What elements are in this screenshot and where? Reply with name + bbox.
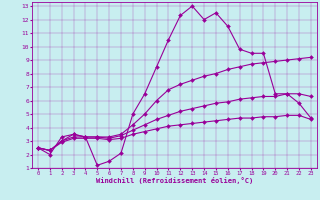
X-axis label: Windchill (Refroidissement éolien,°C): Windchill (Refroidissement éolien,°C)	[96, 177, 253, 184]
